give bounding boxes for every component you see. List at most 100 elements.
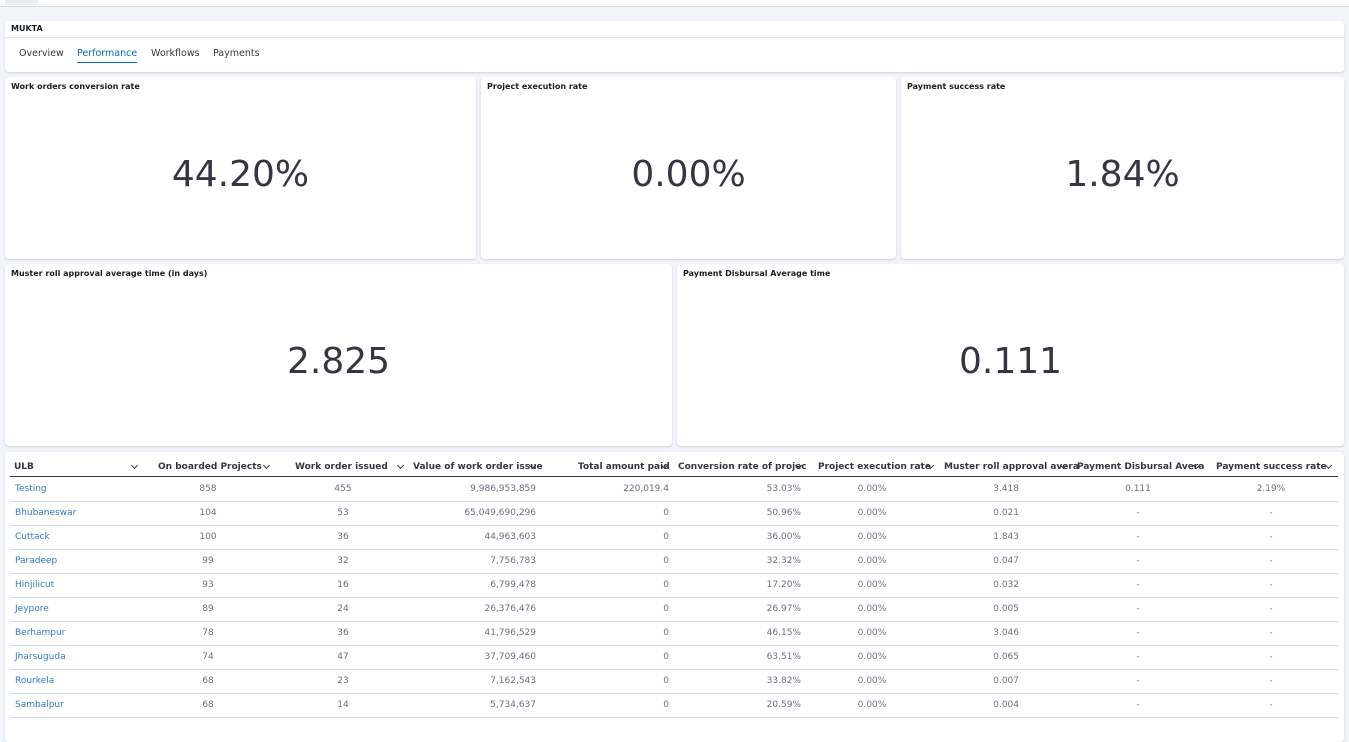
metric-value: 0.111 [958,341,1063,382]
row-line [10,693,1338,694]
table-cell: 104 [199,508,217,518]
table-cell: 17.20% [766,580,801,590]
column-header[interactable]: Muster roll approval avera [944,462,1079,472]
table-cell: 37,709,460 [484,652,536,662]
column-header[interactable]: Total amount paid [578,462,670,472]
header-panel: MUKTA [5,21,1344,72]
table-cell: 0 [663,580,669,590]
row-line [10,669,1338,670]
ulb-link[interactable]: Bhubaneswar [15,508,77,518]
table-cell: - [1269,652,1273,662]
table-cell: 0.00% [857,580,887,590]
table-cell: 16 [337,580,349,590]
tab[interactable]: Overview [19,48,64,59]
table-cell: 33.82% [766,676,801,686]
table-cell: 2.19% [1256,484,1286,494]
metric-value: 2.825 [286,341,391,382]
ulb-link[interactable]: Testing [15,484,47,494]
table-cell: 0.00% [857,676,887,686]
tab-selected[interactable]: Performance [77,48,138,63]
metric-title: Payment Disbursal Average time [683,269,831,278]
table-cell: 7,756,783 [490,556,536,566]
table-cell: 0.00% [857,508,887,518]
table-cell: 3.046 [993,628,1019,638]
table-cell: 220,019.4 [623,484,669,494]
table-cell: 0 [663,604,669,614]
table-cell: 858 [199,484,217,494]
column-header[interactable]: Project execution rate [818,462,931,472]
table-cell: 0 [663,700,669,710]
table-cell: 53 [337,508,349,518]
table-cell: - [1269,604,1273,614]
table-cell: 0 [663,532,669,542]
table-cell: 32 [337,556,349,566]
tab[interactable]: Workflows [151,48,200,59]
header-line [10,476,1338,477]
ulb-link[interactable]: Jeypore [15,604,49,614]
ulb-link[interactable]: Sambalpur [15,700,64,710]
table-cell: 63.51% [766,652,801,662]
table-cell: - [1136,628,1140,638]
table-cell: 0.005 [993,604,1019,614]
table-cell: 47 [337,652,349,662]
table-cell: 0.047 [993,556,1019,566]
table-cell: 46.15% [766,628,801,638]
table-cell: 93 [202,580,214,590]
table-cell: 0.032 [993,580,1019,590]
table-cell: 50.96% [766,508,801,518]
metric-card: Project execution rate 0.00% [481,77,896,259]
table-cell: 0 [663,628,669,638]
table-cell: 26.97% [766,604,801,614]
ulb-link[interactable]: Paradeep [15,556,58,566]
table-cell: - [1269,508,1273,518]
table-cell: 7,162,543 [490,676,536,686]
table-cell: - [1136,532,1140,542]
tab[interactable]: Payments [213,48,260,59]
dashboard-title: MUKTA [11,24,43,33]
table-cell: 0 [663,508,669,518]
metric-title: Payment success rate [907,82,1006,91]
table-cell: 0.004 [993,700,1019,710]
top-bar [0,0,1349,7]
top-button[interactable] [5,0,38,5]
table-cell: 53.03% [766,484,801,494]
ulb-link[interactable]: Cuttack [15,532,50,542]
divider [5,37,1344,38]
row-line [10,501,1338,502]
table-cell: 0.00% [857,556,887,566]
row-line [10,549,1338,550]
row-line [10,573,1338,574]
ulb-link[interactable]: Rourkela [15,676,55,686]
table-cell: 24 [337,604,349,614]
table-cell: 68 [202,700,214,710]
table-cell: - [1269,532,1273,542]
column-header[interactable]: Payment success rate [1216,462,1327,472]
column-header[interactable]: Payment Disbursal Avera [1077,462,1205,472]
table-cell: 0 [663,676,669,686]
table-cell: 20.59% [766,700,801,710]
column-header[interactable]: Conversion rate of projec [678,462,807,472]
metric-title: Work orders conversion rate [11,82,140,91]
column-header[interactable]: On boarded Projects [158,462,262,472]
ulb-link[interactable]: Jharsuguda [15,652,66,662]
table-cell: 0.00% [857,532,887,542]
row-line [10,597,1338,598]
table-cell: - [1136,580,1140,590]
table-cell: 0 [663,652,669,662]
table-cell: 68 [202,676,214,686]
ulb-link[interactable]: Hinjilicut [15,580,55,590]
table-cell: 0.111 [1125,484,1151,494]
table-cell: 14 [337,700,349,710]
ulb-link[interactable]: Berhampur [15,628,66,638]
table-cell: 65,049,690,296 [464,508,536,518]
column-header[interactable]: Work order issued [295,462,388,472]
row-line [10,621,1338,622]
column-header[interactable]: Value of work order issue [413,462,543,472]
table-cell: 26,376,476 [484,604,536,614]
table-cell: - [1136,556,1140,566]
column-header[interactable]: ULB [14,462,34,472]
table-cell: - [1269,556,1273,566]
table-cell: - [1136,700,1140,710]
metric-title: Muster roll approval average time (in da… [11,269,208,278]
